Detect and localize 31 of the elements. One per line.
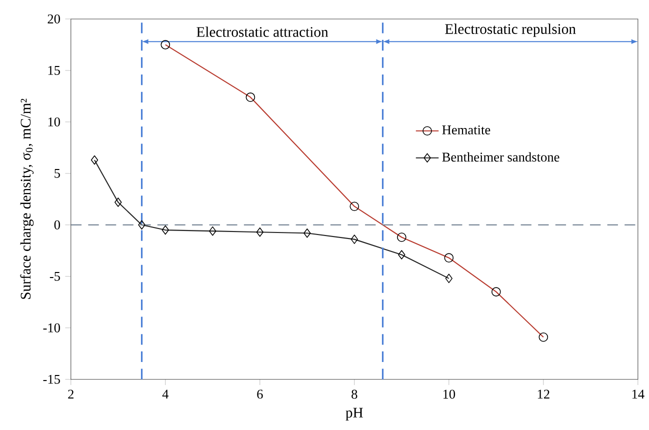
x-tick-label: 6 — [257, 390, 263, 399]
x-tick-label: 8 — [352, 390, 358, 399]
point — [114, 197, 122, 207]
y-axis-title: Surface charge density, σ$_{0}$, mC/m² — [20, 98, 34, 299]
annotation: Electrostatic attraction — [196, 26, 328, 37]
x-axis-title: pH — [346, 408, 363, 420]
legend-label: Bentheimer sandstone — [442, 152, 560, 162]
x-tick-label: 2 — [68, 390, 74, 398]
y-tick-label: 15 — [48, 66, 60, 75]
y-tick-label: 0 — [54, 220, 60, 230]
point — [90, 155, 98, 165]
point — [350, 234, 358, 244]
point — [162, 225, 169, 235]
x-tick-label: 4 — [162, 390, 169, 398]
y-tick-label: -15 — [43, 374, 60, 384]
point — [256, 227, 264, 237]
y-tick-label: -10 — [43, 323, 60, 332]
x-tick-label: 10 — [443, 390, 456, 399]
y-tick-label: 10 — [48, 117, 60, 126]
point — [304, 228, 311, 238]
legend-label: Hematite — [442, 125, 490, 134]
annotation: Electrostatic repulsion — [445, 24, 576, 37]
x-tick-label: 14 — [632, 390, 644, 398]
point — [209, 226, 216, 236]
point — [398, 250, 406, 260]
y-tick-label: 5 — [54, 168, 60, 178]
y-tick-label: 20 — [48, 14, 60, 24]
point — [445, 274, 452, 283]
x-tick-label: 12 — [538, 390, 550, 398]
y-tick-label: -5 — [50, 272, 60, 281]
point — [138, 220, 146, 230]
